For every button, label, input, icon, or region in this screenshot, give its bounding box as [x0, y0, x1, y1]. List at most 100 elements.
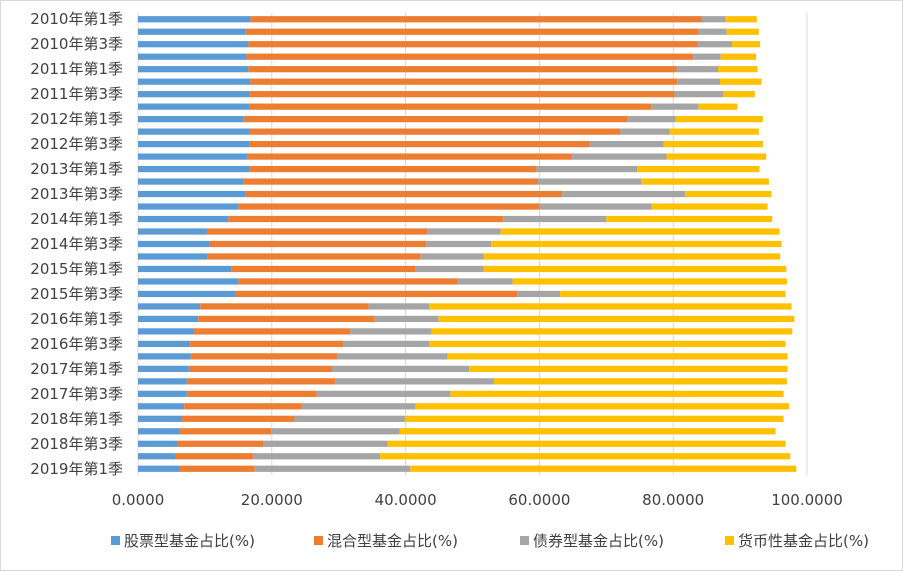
category-label: 2019年第1季	[30, 460, 123, 478]
category-label: 2014年第3季	[30, 235, 123, 253]
bar-segment	[138, 465, 180, 472]
bar-segment	[368, 303, 430, 310]
bar-segment	[675, 116, 763, 123]
bar-segment	[138, 440, 178, 447]
bar-segment	[138, 315, 199, 323]
bar-segment	[138, 165, 250, 173]
value-tick-label: 80.0000	[642, 491, 704, 509]
bar-segment	[572, 153, 667, 160]
legend-label: 股票型基金占比(%)	[124, 532, 255, 550]
bar-segment	[138, 303, 201, 310]
bar-segment	[138, 278, 239, 285]
bar-segment	[181, 415, 295, 422]
bar-segment	[335, 378, 494, 385]
bar-segment	[517, 290, 561, 298]
bar-segment	[138, 91, 250, 98]
bar-segment	[138, 365, 189, 372]
bar-segment	[538, 178, 642, 185]
bar-segment	[138, 290, 236, 298]
bar-segment	[138, 353, 191, 360]
bar-segment	[316, 390, 451, 397]
category-label: 2016年第1季	[30, 310, 123, 328]
bar-segment	[249, 128, 621, 135]
bar-segment	[438, 315, 795, 323]
bar-segment	[343, 340, 430, 348]
bar-segment	[246, 53, 694, 60]
category-label: 2018年第3季	[30, 435, 123, 453]
bar-segment	[253, 453, 381, 460]
bar-segment	[231, 265, 416, 273]
bar-segment	[651, 203, 768, 210]
category-label: 2015年第1季	[30, 260, 123, 278]
bar-segment	[429, 340, 786, 348]
bar-segment	[332, 365, 470, 372]
bar-segment	[429, 303, 792, 310]
bars	[138, 16, 797, 472]
bar-segment	[666, 153, 767, 160]
bar-segment	[380, 453, 791, 460]
bar-segment	[399, 428, 776, 435]
bar-segment	[249, 140, 590, 148]
bar-segment	[350, 328, 432, 335]
bar-segment	[697, 41, 733, 48]
bar-segment	[228, 215, 504, 223]
value-tick-label: 0.0000	[112, 491, 165, 509]
bar-segment	[620, 128, 670, 135]
category-label: 2010年第1季	[30, 10, 123, 28]
bar-segment	[483, 265, 787, 273]
bar-segment	[426, 240, 492, 248]
legend-swatch	[725, 536, 734, 545]
bar-segment	[387, 440, 786, 447]
bar-segment	[180, 428, 272, 435]
bar-segment	[248, 66, 677, 73]
bar-segment	[725, 16, 757, 23]
bar-segment	[410, 465, 797, 472]
bar-segment	[190, 340, 344, 348]
bar-segment	[415, 403, 789, 410]
bar-segment	[138, 190, 246, 198]
bar-segment	[184, 403, 302, 410]
bar-segment	[138, 265, 232, 273]
bar-segment	[491, 240, 782, 248]
bar-segment	[493, 378, 787, 385]
bar-segment	[301, 403, 416, 410]
bar-segment	[138, 53, 247, 60]
category-label: 2011年第1季	[30, 60, 123, 78]
bar-segment	[200, 303, 369, 310]
bar-segment	[685, 190, 772, 198]
bar-segment	[138, 16, 251, 23]
legend-label: 债券型基金占比(%)	[533, 532, 664, 550]
legend-swatch	[314, 536, 323, 545]
bar-segment	[651, 103, 699, 110]
bar-segment	[138, 215, 229, 223]
bar-segment	[457, 278, 513, 285]
bar-segment	[676, 66, 719, 73]
bar-segment	[138, 128, 250, 135]
bar-segment	[138, 140, 250, 148]
bar-segment	[248, 41, 698, 48]
bar-segment	[337, 353, 448, 360]
bar-segment	[701, 16, 726, 23]
bar-segment	[250, 16, 702, 23]
bar-segment	[206, 228, 428, 235]
bar-segment	[263, 440, 388, 447]
bar-segment	[138, 78, 251, 85]
bar-segment	[698, 28, 727, 35]
bar-segment	[138, 203, 239, 210]
bar-segment	[294, 415, 405, 422]
bar-segment	[404, 415, 784, 422]
bar-segment	[512, 278, 787, 285]
bar-segment	[536, 165, 638, 173]
bar-segment	[450, 390, 784, 397]
legend-swatch	[520, 536, 529, 545]
bar-segment	[637, 165, 760, 173]
value-tick-label: 40.0000	[375, 491, 437, 509]
bar-segment	[431, 328, 793, 335]
category-label: 2017年第1季	[30, 360, 123, 378]
bar-segment	[138, 328, 194, 335]
bar-segment	[249, 165, 537, 173]
bar-segment	[720, 78, 762, 85]
bar-segment	[254, 465, 411, 472]
bar-segment	[718, 66, 758, 73]
value-tick-label: 100.0000	[771, 491, 843, 509]
